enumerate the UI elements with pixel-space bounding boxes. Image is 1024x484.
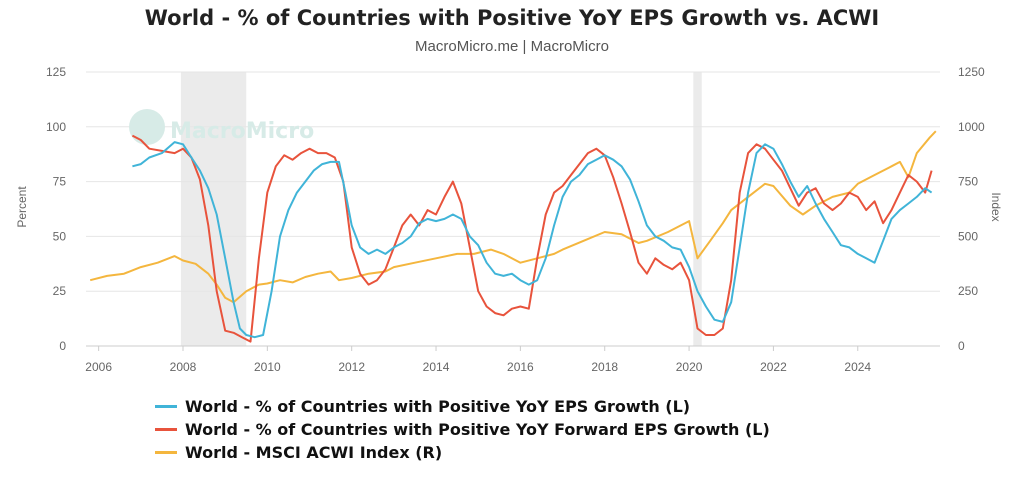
left-axis-label: Percent (15, 186, 29, 228)
legend-label-fwd: World - % of Countries with Positive YoY… (185, 420, 770, 439)
legend-label-eps: World - % of Countries with Positive YoY… (185, 397, 691, 416)
series-line-acwi[interactable] (89, 130, 937, 304)
x-tick: 2024 (844, 360, 871, 374)
y-right-tick: 750 (958, 175, 978, 189)
legend-item-acwi[interactable]: World - MSCI ACWI Index (R) (155, 441, 770, 464)
x-tick: 2006 (85, 360, 112, 374)
y-left-tick: 75 (53, 175, 67, 189)
y-left-tick: 25 (53, 284, 67, 298)
legend-swatch-fwd (155, 428, 177, 431)
y-right-tick: 1250 (958, 65, 985, 79)
series-lines[interactable] (89, 130, 937, 343)
x-tick: 2010 (254, 360, 281, 374)
recession-band-0 (180, 72, 247, 346)
chart-canvas: MacroMicro 02550751001250250500750100012… (15, 65, 1003, 374)
y-left-tick: 0 (59, 339, 66, 353)
legend-item-eps[interactable]: World - % of Countries with Positive YoY… (155, 395, 770, 418)
legend-label-acwi: World - MSCI ACWI Index (R) (185, 443, 443, 462)
y-left-tick: 50 (53, 229, 67, 243)
x-tick: 2018 (591, 360, 618, 374)
watermark: MacroMicro (170, 119, 314, 144)
legend-swatch-eps (155, 405, 177, 408)
y-left-tick: 100 (46, 120, 66, 134)
y-right-tick: 250 (958, 284, 978, 298)
y-right-tick: 1000 (958, 120, 985, 134)
legend: World - % of Countries with Positive YoY… (155, 395, 770, 464)
legend-swatch-acwi (155, 451, 177, 454)
x-tick: 2022 (760, 360, 787, 374)
x-tick: 2020 (676, 360, 703, 374)
recession-band-1 (693, 72, 702, 346)
y-left-tick: 125 (46, 65, 66, 79)
recession-bands (180, 72, 702, 346)
chart-title: World - % of Countries with Positive YoY… (144, 6, 880, 30)
x-tick: 2008 (170, 360, 197, 374)
chart-subtitle: MacroMicro.me | MacroMicro (415, 38, 609, 55)
x-tick: 2012 (338, 360, 365, 374)
watermark-logo-icon (129, 109, 165, 145)
right-axis-label: Index (989, 192, 1003, 221)
x-tick: 2016 (507, 360, 534, 374)
series-line-fwd[interactable] (131, 134, 933, 343)
series-line-eps[interactable] (132, 141, 933, 339)
x-tick: 2014 (423, 360, 450, 374)
y-right-tick: 0 (958, 339, 965, 353)
y-right-tick: 500 (958, 229, 978, 243)
legend-item-fwd[interactable]: World - % of Countries with Positive YoY… (155, 418, 770, 441)
